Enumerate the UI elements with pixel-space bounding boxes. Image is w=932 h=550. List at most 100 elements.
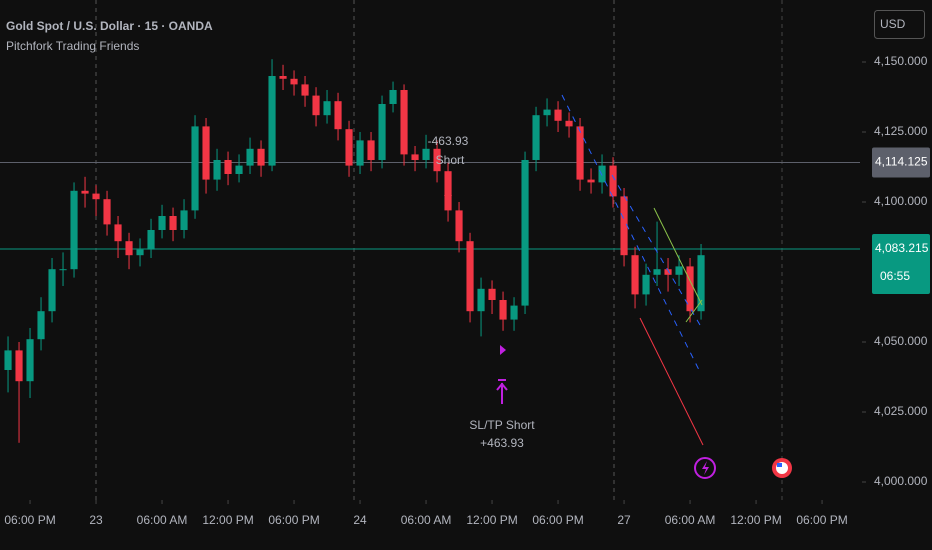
annotation: -463.93 <box>428 134 469 148</box>
x-tick-label: 06:00 AM <box>401 513 452 527</box>
candle-body <box>356 140 364 166</box>
x-tick-label: 06:00 AM <box>137 513 188 527</box>
candle-body <box>653 269 661 275</box>
x-tick-label: 12:00 PM <box>202 513 253 527</box>
candle-body <box>246 148 254 166</box>
candle-body <box>48 269 56 312</box>
price-box <box>872 233 930 294</box>
price-box <box>872 147 930 178</box>
candle-body <box>136 249 144 256</box>
annotation: +463.93 <box>480 436 524 450</box>
short-arrow <box>444 195 452 203</box>
candle-body <box>642 274 650 295</box>
y-tick-label: 4,150.000 <box>874 54 928 68</box>
x-tick-label: 06:00 AM <box>665 513 716 527</box>
candle-body <box>554 109 562 121</box>
candle-body <box>235 165 243 174</box>
price-box-label: 4,083.215 <box>875 241 929 255</box>
candle-body <box>400 89 408 155</box>
currency[interactable]: USD <box>880 17 906 31</box>
candle-body <box>620 196 628 256</box>
candle-body <box>4 350 12 370</box>
y-tick-label: 4,100.000 <box>874 194 928 208</box>
candle-body <box>345 129 353 166</box>
candle-body <box>686 266 694 312</box>
x-tick-label: 12:00 PM <box>730 513 781 527</box>
price-box-label: 4,114.125 <box>875 155 928 169</box>
annotation: SL/TP Short <box>469 418 535 432</box>
marker-head <box>496 382 508 391</box>
x-tick-label: 27 <box>617 513 631 527</box>
candle-body <box>301 84 309 96</box>
event-icon <box>694 457 716 479</box>
candle-body <box>433 148 441 172</box>
candle-body <box>279 75 287 79</box>
candle-body <box>70 190 78 270</box>
x-tick-label: 06:00 PM <box>268 513 319 527</box>
exit-marker <box>500 345 506 355</box>
currency-button[interactable] <box>874 10 925 39</box>
x-tick-label: 24 <box>353 513 367 527</box>
candle-body <box>466 241 474 312</box>
candle-body <box>609 165 617 197</box>
event-icon <box>772 458 792 478</box>
candle-body <box>257 148 265 166</box>
candle-body <box>125 241 133 256</box>
candle-body <box>411 154 419 160</box>
candle-body <box>169 215 177 230</box>
candle-body <box>37 311 45 340</box>
candle-body <box>158 215 166 230</box>
candle-body <box>213 159 221 180</box>
icon-flag <box>777 463 782 467</box>
y-tick-label: 4,050.000 <box>874 334 928 348</box>
pitchfork-line <box>561 94 701 373</box>
candle-body <box>268 75 276 166</box>
candle-body <box>191 126 199 211</box>
candle-body <box>422 148 430 160</box>
candle-body <box>147 229 155 250</box>
candle-body <box>477 288 485 312</box>
session-separators <box>95 0 783 500</box>
x-tick-label: 23 <box>89 513 103 527</box>
candle-body <box>103 199 111 225</box>
candle-body <box>565 120 573 127</box>
candle-body <box>26 339 34 382</box>
candle-body <box>224 159 232 174</box>
candle-body <box>59 269 67 271</box>
candle-body <box>323 101 331 116</box>
icon-bolt <box>702 461 709 475</box>
pitchfork-line <box>653 207 703 306</box>
candle-body <box>664 269 672 275</box>
candle-body <box>367 140 375 160</box>
candle-body <box>378 103 386 160</box>
candle-body <box>532 115 540 160</box>
x-tick-label: 06:00 PM <box>796 513 847 527</box>
x-tick-label: 06:00 PM <box>4 513 55 527</box>
countdown: 06:55 <box>880 269 910 283</box>
annotation: Short <box>436 153 465 167</box>
pitchfork-line <box>639 317 704 446</box>
candle-body <box>697 255 705 312</box>
candle-body <box>521 159 529 306</box>
candle-body <box>334 101 342 130</box>
sltp-marker <box>496 379 508 404</box>
candle-body <box>455 210 463 242</box>
y-tick-label: 4,025.000 <box>874 404 928 418</box>
x-tick-label: 12:00 PM <box>466 513 517 527</box>
candle-body <box>576 126 584 180</box>
candle-body <box>598 165 606 183</box>
candle-body <box>202 126 210 180</box>
candle-body <box>114 224 122 242</box>
candle-body <box>675 266 683 275</box>
pitchfork <box>561 94 704 446</box>
plot <box>0 59 860 443</box>
candle-body <box>510 305 518 320</box>
pitchfork-line <box>611 174 701 326</box>
candle-body <box>290 78 298 85</box>
candle-body <box>444 171 452 211</box>
candle-body <box>499 299 507 320</box>
candle-body <box>180 210 188 230</box>
y-tick-label: 4,000.000 <box>874 474 928 488</box>
